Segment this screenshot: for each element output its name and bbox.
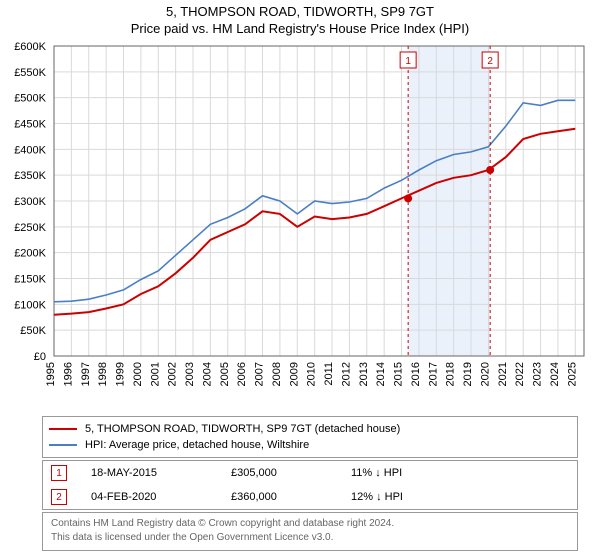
legend-item: 5, THOMPSON ROAD, TIDWORTH, SP9 7GT (det…: [49, 421, 571, 437]
y-axis-label: £250K: [14, 222, 46, 234]
legend-item: HPI: Average price, detached house, Wilt…: [49, 437, 571, 453]
x-axis-label: 2020: [479, 362, 491, 386]
x-axis-label: 2018: [445, 362, 457, 386]
sales-table: 1 18-MAY-2015 £305,000 11% ↓ HPI 2 04-FE…: [42, 460, 578, 510]
x-axis-label: 2013: [358, 362, 370, 386]
chart-title: 5, THOMPSON ROAD, TIDWORTH, SP9 7GT: [0, 4, 600, 19]
x-axis-label: 2019: [462, 362, 474, 386]
x-axis-label: 2025: [566, 362, 578, 386]
x-axis-label: 2014: [375, 362, 387, 386]
x-axis-label: 2003: [184, 362, 196, 386]
y-axis-label: £300K: [14, 196, 46, 208]
x-axis-label: 2015: [393, 362, 405, 386]
sale-price: £360,000: [231, 491, 351, 503]
table-row: 1 18-MAY-2015 £305,000 11% ↓ HPI: [43, 461, 577, 485]
x-axis-label: 2022: [514, 362, 526, 386]
x-axis-label: 2008: [271, 362, 283, 386]
footer-line: Contains HM Land Registry data © Crown c…: [51, 517, 569, 531]
x-axis-label: 1998: [97, 362, 109, 386]
y-axis-label: £150K: [14, 274, 46, 286]
sale-marker-dot: [404, 194, 412, 202]
sale-hpi: 12% ↓ HPI: [351, 491, 403, 503]
x-axis-label: 2001: [149, 362, 161, 386]
y-axis-label: £450K: [14, 119, 46, 131]
y-axis-label: £500K: [14, 93, 46, 105]
x-axis-label: 1995: [45, 362, 57, 386]
y-axis-label: £400K: [14, 144, 46, 156]
chart-subtitle: Price paid vs. HM Land Registry's House …: [0, 21, 600, 36]
attribution-footer: Contains HM Land Registry data © Crown c…: [42, 512, 578, 551]
x-axis-label: 2024: [549, 362, 561, 386]
x-axis-label: 2005: [219, 362, 231, 386]
table-row: 2 04-FEB-2020 £360,000 12% ↓ HPI: [43, 485, 577, 509]
chart-area: £0 £50K £100K £150K £200K £250K £300K £350K £400…: [0, 40, 600, 410]
footer-line: This data is licensed under the Open Gov…: [51, 531, 569, 545]
x-axis-label: 1997: [80, 362, 92, 386]
legend-label: HPI: Average price, detached house, Wilt…: [85, 439, 309, 451]
y-axis-label: £100K: [14, 299, 46, 311]
legend: 5, THOMPSON ROAD, TIDWORTH, SP9 7GT (det…: [42, 416, 578, 458]
y-axis-label: £600K: [14, 41, 46, 53]
sale-price: £305,000: [231, 467, 351, 479]
chart-page: { "title": "5, THOMPSON ROAD, TIDWORTH, …: [0, 0, 600, 560]
x-axis-label: 1996: [62, 362, 74, 386]
x-axis-label: 2007: [254, 362, 266, 386]
x-axis-label: 2010: [306, 362, 318, 386]
chart-svg: £0 £50K £100K £150K £200K £250K £300K £350K £400…: [0, 40, 600, 410]
x-axis-label: 2016: [410, 362, 422, 386]
chart-titles: 5, THOMPSON ROAD, TIDWORTH, SP9 7GT Pric…: [0, 0, 600, 36]
x-axis-label: 2021: [497, 362, 509, 386]
sale-marker-dot: [486, 166, 494, 174]
legend-label: 5, THOMPSON ROAD, TIDWORTH, SP9 7GT (det…: [85, 423, 400, 435]
legend-swatch: [49, 428, 77, 430]
y-axis-label: £200K: [14, 248, 46, 260]
y-axis-label: £550K: [14, 67, 46, 79]
x-axis-label: 2017: [427, 362, 439, 386]
x-axis-label: 2002: [167, 362, 179, 386]
sale-marker-badge: 2: [51, 489, 67, 505]
sale-marker-badge: 1: [51, 465, 67, 481]
y-axis-label: £50K: [20, 325, 46, 337]
legend-swatch: [49, 444, 77, 446]
sale-marker-number: 2: [487, 56, 493, 67]
x-axis-label: 2012: [340, 362, 352, 386]
y-axis-label: £0: [34, 351, 46, 363]
sale-marker-number: 1: [405, 56, 411, 67]
x-axis-label: 2011: [323, 362, 335, 386]
x-axis-label: 2004: [201, 362, 213, 386]
x-axis-label: 2009: [288, 362, 300, 386]
x-axis-label: 2006: [236, 362, 248, 386]
sale-date: 04-FEB-2020: [91, 491, 231, 503]
x-axis-label: 1999: [115, 362, 127, 386]
x-axis-label: 2023: [532, 362, 544, 386]
y-axis-label: £350K: [14, 170, 46, 182]
sale-date: 18-MAY-2015: [91, 467, 231, 479]
sale-hpi: 11% ↓ HPI: [351, 467, 402, 479]
x-axis-label: 2000: [132, 362, 144, 386]
